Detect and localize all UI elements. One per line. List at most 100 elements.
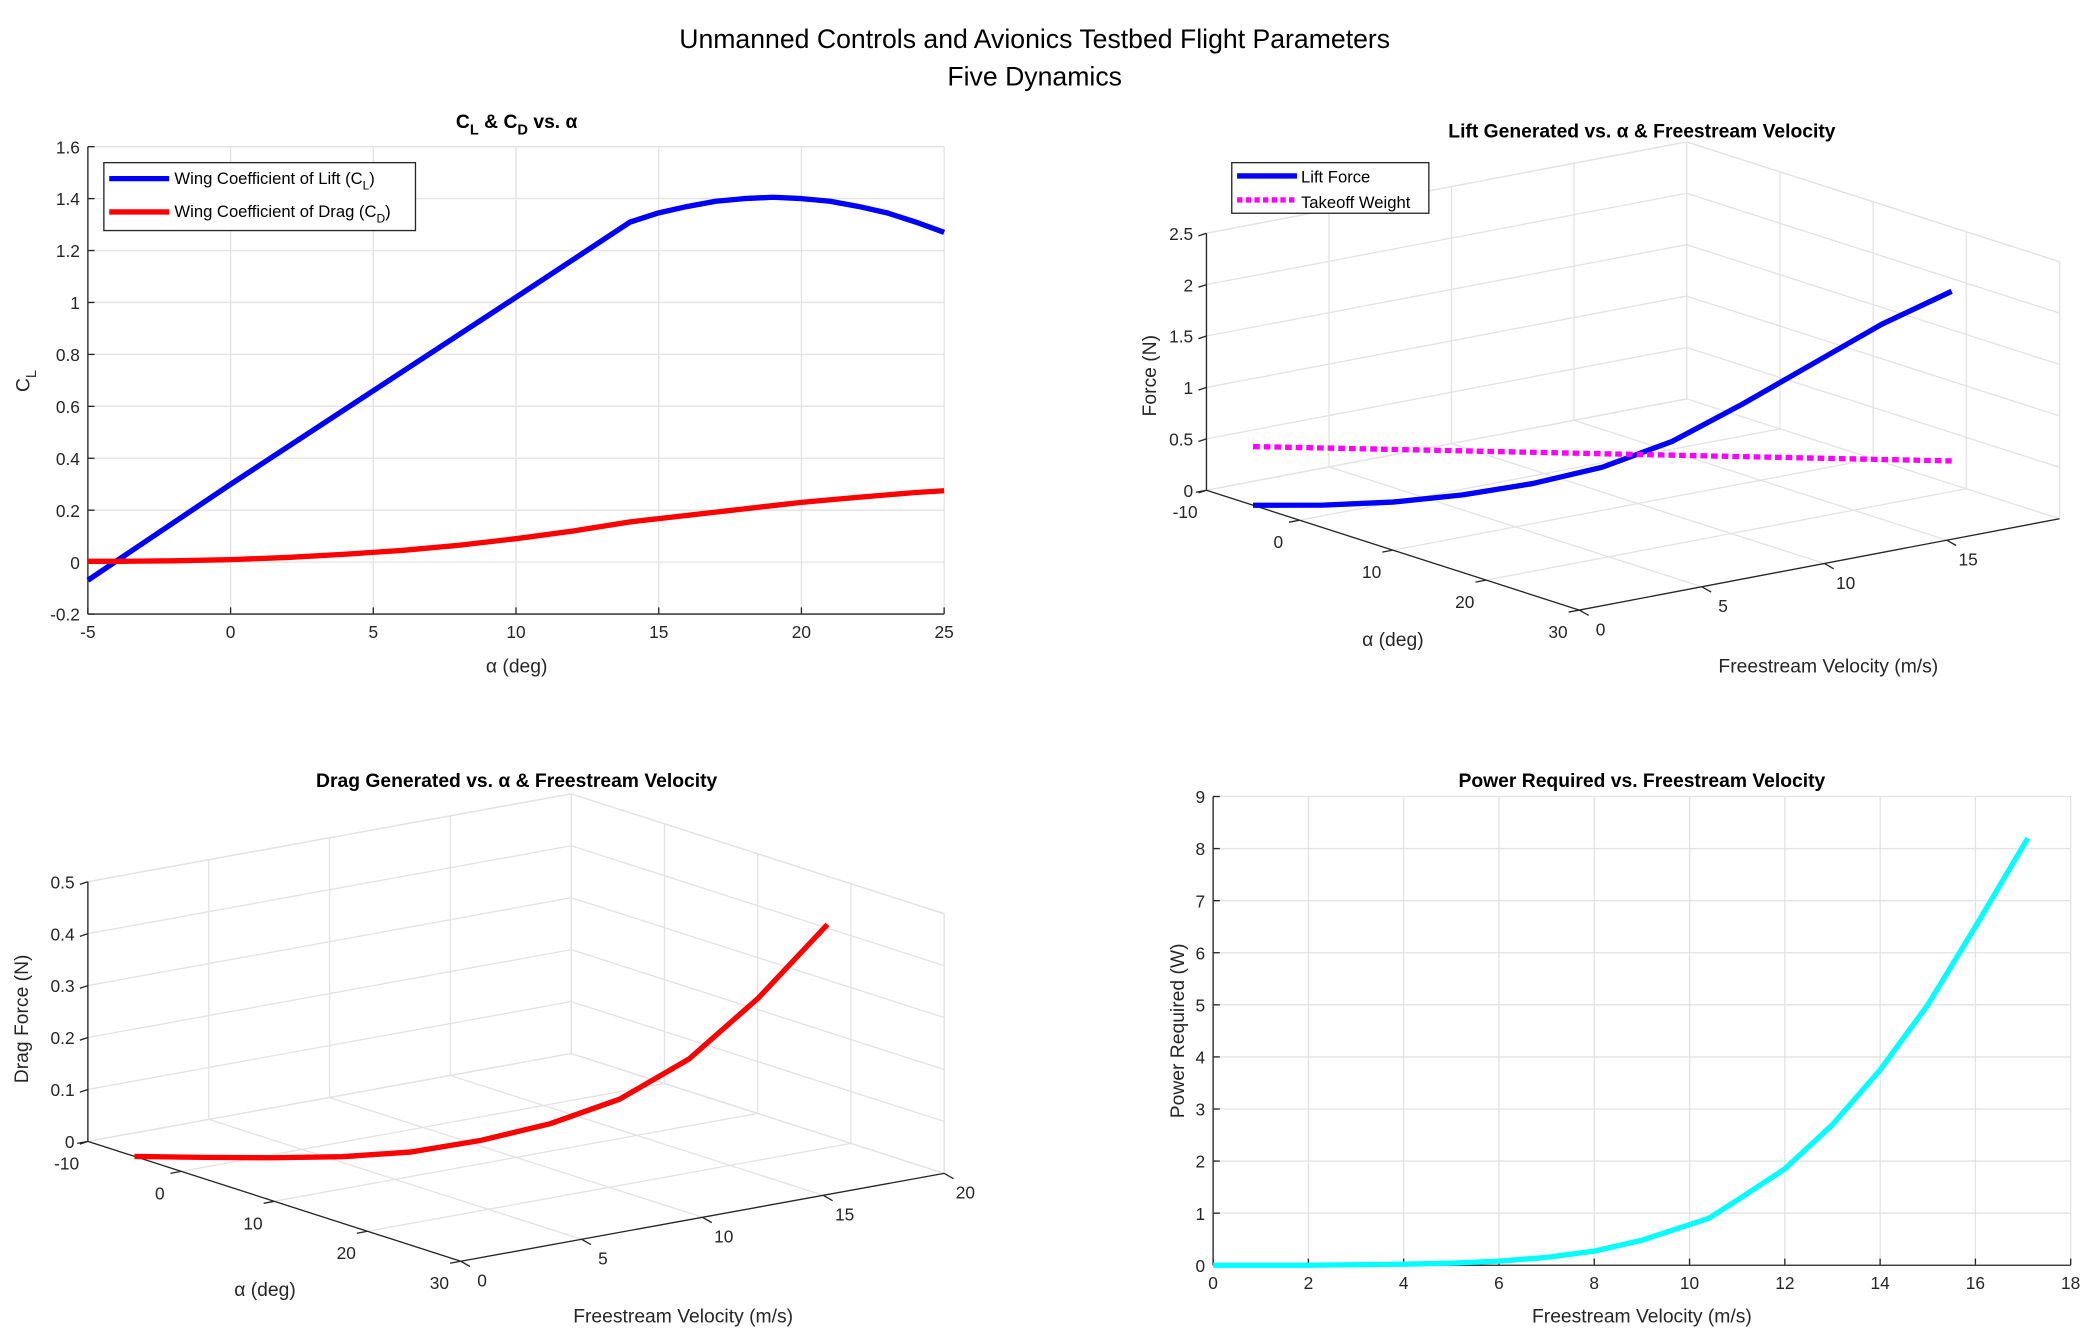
z-tick-label: 0 [65, 1132, 75, 1152]
alpha-tick-label: 20 [1455, 592, 1474, 612]
alpha-tick [1195, 489, 1207, 493]
y-tick-label: 1.6 [56, 137, 80, 157]
velocity-axis-label: Freestream Velocity (m/s) [1718, 657, 1938, 678]
alpha-tick [77, 1140, 89, 1145]
chart-title: Drag Generated vs. α & Freestream Veloci… [316, 771, 717, 792]
series-line-0 [1213, 836, 2031, 1268]
chart-title: Power Required vs. Freestream Velocity [1458, 771, 1825, 792]
x-tick-label: 14 [1870, 1273, 1890, 1293]
series-line-0 [86, 194, 946, 583]
wall-gridline [1206, 192, 1687, 286]
alpha-tick-label: 10 [243, 1213, 262, 1233]
alpha-tick [1568, 609, 1580, 613]
z-tick-label: 0.2 [51, 1028, 75, 1048]
y-tick-label: 7 [1196, 891, 1206, 911]
x-tick-label: 0 [226, 622, 236, 642]
z-tick-label: 0.1 [51, 1080, 75, 1100]
z-tick-label: 0 [1184, 481, 1194, 501]
alpha-tick-label: 10 [1362, 562, 1381, 582]
floor-gridline [208, 1118, 582, 1240]
velocity-tick-label: 0 [1596, 619, 1606, 639]
alpha-axis-label: α (deg) [1362, 630, 1424, 651]
x-tick-label: 12 [1775, 1273, 1794, 1293]
z-tick [79, 881, 89, 886]
velocity-tick-label: 15 [835, 1205, 854, 1225]
wall-gridline [1206, 244, 1687, 337]
velocity-tick-label: 5 [1718, 596, 1728, 616]
z-tick [79, 1088, 89, 1093]
z-tick [79, 1036, 89, 1041]
velocity-tick [1578, 609, 1589, 616]
cl-cd-chart: CL & CD vs. α α (deg) CL -5 0 5 10 15 20 25-0.… [13, 112, 953, 678]
velocity-tick-label: 10 [714, 1227, 733, 1247]
y-tick-label: 0.2 [56, 501, 80, 521]
y-axis-label: Power Required (W) [1168, 943, 1189, 1118]
z-tick [79, 984, 89, 989]
x-tick-label: 20 [792, 622, 811, 642]
velocity-tick-label: 0 [477, 1271, 487, 1291]
y-tick-label: 4 [1196, 1048, 1206, 1068]
chart-title: Lift Generated vs. α & Freestream Veloci… [1448, 121, 1835, 142]
drag-3d-chart: Drag Generated vs. α & Freestream Veloci… [12, 771, 975, 1327]
z-tick-label: 2.5 [1169, 224, 1193, 244]
x-tick-label: 5 [368, 622, 378, 642]
plot-area [1213, 796, 2071, 1266]
z-tick-label: 2 [1184, 275, 1194, 295]
floor-gridline [1573, 419, 1948, 541]
chart-title: CL & CD vs. α [456, 112, 578, 139]
alpha-tick [1475, 579, 1487, 583]
velocity-tick [581, 1238, 592, 1246]
y-tick-label: 6 [1196, 943, 1206, 963]
alpha-tick [356, 1230, 368, 1234]
y-tick-label: 0.8 [56, 345, 80, 365]
y-tick-label: 0.6 [56, 397, 80, 417]
velocity-tick-label: 10 [1836, 573, 1855, 593]
x-tick-label: 4 [1399, 1273, 1409, 1293]
x-tick-label: 8 [1589, 1273, 1599, 1293]
floor-gridline [1392, 458, 1874, 551]
z-tick [1198, 232, 1207, 237]
z-tick-label: 1.5 [1169, 327, 1193, 347]
force-axis-label: Force (N) [1140, 335, 1161, 416]
wall-edge [571, 793, 945, 915]
x-tick-label: 10 [1680, 1273, 1699, 1293]
y-tick-label: -0.2 [50, 605, 80, 625]
y-tick-label: 2 [1196, 1152, 1206, 1172]
z-tick [1198, 438, 1207, 443]
x-tick-label: 15 [649, 622, 668, 642]
wall-gridline [1206, 346, 1687, 440]
x-tick-label: 18 [2061, 1273, 2080, 1293]
x-tick-label: 6 [1494, 1273, 1504, 1293]
z-tick [1198, 283, 1207, 288]
legend-label-takeoff-weight: Takeoff Weight [1301, 193, 1411, 212]
alpha-tick-label: 0 [155, 1183, 165, 1203]
alpha-tick-label: -10 [54, 1153, 79, 1173]
floor-gridline [329, 1096, 703, 1218]
legend[interactable]: Lift Force Takeoff Weight [1231, 161, 1430, 214]
alpha-tick [1382, 549, 1394, 553]
legend-label-drag: Wing Coefficient of Drag (CD) [174, 202, 390, 225]
z-tick-label: 0.5 [51, 872, 75, 892]
floor-gridline [1485, 488, 1967, 581]
velocity-axis-label: Freestream Velocity (m/s) [573, 1306, 793, 1327]
y-tick-label: 1 [1196, 1204, 1206, 1224]
velocity-tick [1701, 586, 1712, 593]
velocity-tick [1946, 539, 1957, 547]
velocity-tick-label: 15 [1959, 549, 1978, 569]
floor-gridline [1328, 466, 1703, 588]
series-line-0 [1253, 288, 1953, 508]
velocity-tick [943, 1172, 954, 1180]
velocity-tick [460, 1260, 471, 1268]
velocity-tick [1824, 562, 1834, 570]
x-tick-label: 16 [1966, 1273, 1985, 1293]
velocity-tick-label: 20 [956, 1183, 975, 1203]
drag-force-axis-label: Drag Force (N) [12, 955, 33, 1084]
y-tick-label: 1.4 [56, 189, 80, 209]
legend[interactable]: Wing Coefficient of Lift (CL) Wing Coeff… [103, 161, 417, 232]
figure-title: Unmanned Controls and Avionics Testbed F… [679, 24, 1390, 54]
floor-gridline [1299, 428, 1781, 521]
z-tick-label: 0.3 [51, 976, 75, 996]
series-line-1 [1253, 443, 1952, 464]
y-tick-label: 0 [70, 553, 80, 573]
